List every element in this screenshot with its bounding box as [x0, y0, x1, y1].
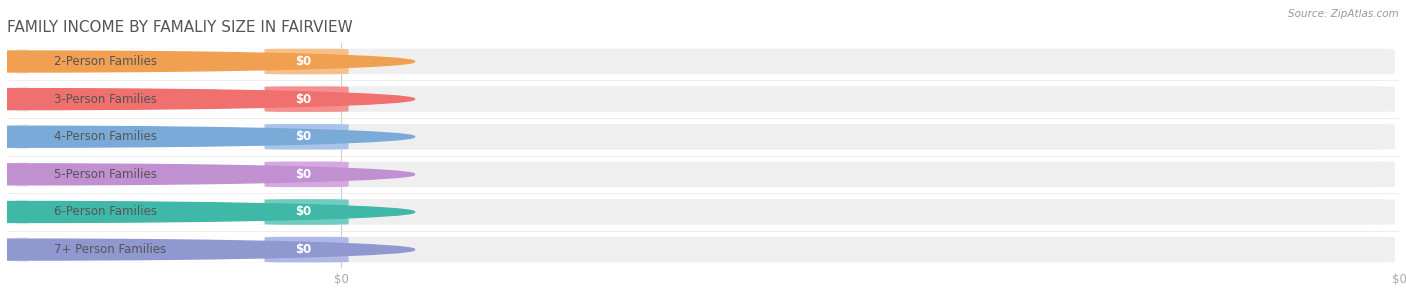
FancyBboxPatch shape [15, 162, 1395, 187]
FancyBboxPatch shape [15, 237, 1395, 262]
Text: Source: ZipAtlas.com: Source: ZipAtlas.com [1288, 9, 1399, 19]
Text: $0: $0 [295, 55, 311, 68]
FancyBboxPatch shape [28, 237, 264, 262]
Text: $0: $0 [295, 168, 311, 181]
Text: FAMILY INCOME BY FAMALIY SIZE IN FAIRVIEW: FAMILY INCOME BY FAMALIY SIZE IN FAIRVIE… [7, 20, 353, 34]
FancyBboxPatch shape [264, 86, 349, 112]
FancyBboxPatch shape [264, 237, 349, 262]
Circle shape [0, 202, 415, 222]
Text: 5-Person Families: 5-Person Families [55, 168, 157, 181]
Text: $0: $0 [295, 206, 311, 218]
FancyBboxPatch shape [15, 49, 1395, 74]
FancyBboxPatch shape [28, 199, 264, 225]
FancyBboxPatch shape [264, 49, 349, 74]
FancyBboxPatch shape [28, 124, 264, 149]
Text: 2-Person Families: 2-Person Families [55, 55, 157, 68]
Text: 7+ Person Families: 7+ Person Families [55, 243, 166, 256]
Circle shape [0, 126, 415, 147]
FancyBboxPatch shape [28, 49, 264, 74]
FancyBboxPatch shape [264, 162, 349, 187]
Text: $0: $0 [295, 130, 311, 143]
Text: 4-Person Families: 4-Person Families [55, 130, 157, 143]
FancyBboxPatch shape [15, 199, 1395, 225]
Circle shape [0, 89, 415, 109]
FancyBboxPatch shape [28, 162, 264, 187]
FancyBboxPatch shape [264, 199, 349, 225]
Circle shape [0, 51, 415, 72]
FancyBboxPatch shape [15, 124, 1395, 149]
Circle shape [0, 164, 415, 185]
Circle shape [0, 239, 415, 260]
FancyBboxPatch shape [264, 124, 349, 149]
FancyBboxPatch shape [15, 86, 1395, 112]
Text: $0: $0 [295, 93, 311, 106]
Text: 3-Person Families: 3-Person Families [55, 93, 157, 106]
FancyBboxPatch shape [28, 86, 264, 112]
Text: $0: $0 [295, 243, 311, 256]
Text: 6-Person Families: 6-Person Families [55, 206, 157, 218]
